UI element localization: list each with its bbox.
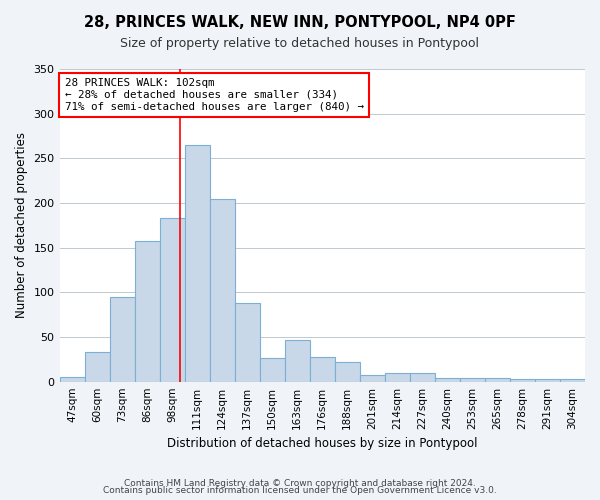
Bar bbox=[209, 198, 235, 382]
Bar bbox=[134, 240, 160, 382]
Bar bbox=[560, 379, 585, 382]
Bar bbox=[335, 362, 360, 382]
Bar bbox=[385, 372, 410, 382]
Bar bbox=[59, 377, 85, 382]
Bar bbox=[285, 340, 310, 382]
Bar bbox=[235, 303, 260, 382]
Bar bbox=[410, 372, 435, 382]
Bar bbox=[260, 358, 285, 382]
Text: Contains HM Land Registry data © Crown copyright and database right 2024.: Contains HM Land Registry data © Crown c… bbox=[124, 478, 476, 488]
Bar bbox=[360, 376, 385, 382]
Bar bbox=[535, 379, 560, 382]
Y-axis label: Number of detached properties: Number of detached properties bbox=[15, 132, 28, 318]
Bar bbox=[460, 378, 485, 382]
Bar bbox=[185, 145, 209, 382]
Text: 28 PRINCES WALK: 102sqm
← 28% of detached houses are smaller (334)
71% of semi-d: 28 PRINCES WALK: 102sqm ← 28% of detache… bbox=[65, 78, 364, 112]
Bar bbox=[310, 356, 335, 382]
Text: 28, PRINCES WALK, NEW INN, PONTYPOOL, NP4 0PF: 28, PRINCES WALK, NEW INN, PONTYPOOL, NP… bbox=[84, 15, 516, 30]
Bar bbox=[110, 297, 134, 382]
Bar bbox=[435, 378, 460, 382]
X-axis label: Distribution of detached houses by size in Pontypool: Distribution of detached houses by size … bbox=[167, 437, 478, 450]
Bar bbox=[485, 378, 510, 382]
Bar bbox=[160, 218, 185, 382]
Bar bbox=[85, 352, 110, 382]
Text: Size of property relative to detached houses in Pontypool: Size of property relative to detached ho… bbox=[121, 38, 479, 51]
Text: Contains public sector information licensed under the Open Government Licence v3: Contains public sector information licen… bbox=[103, 486, 497, 495]
Bar bbox=[510, 379, 535, 382]
